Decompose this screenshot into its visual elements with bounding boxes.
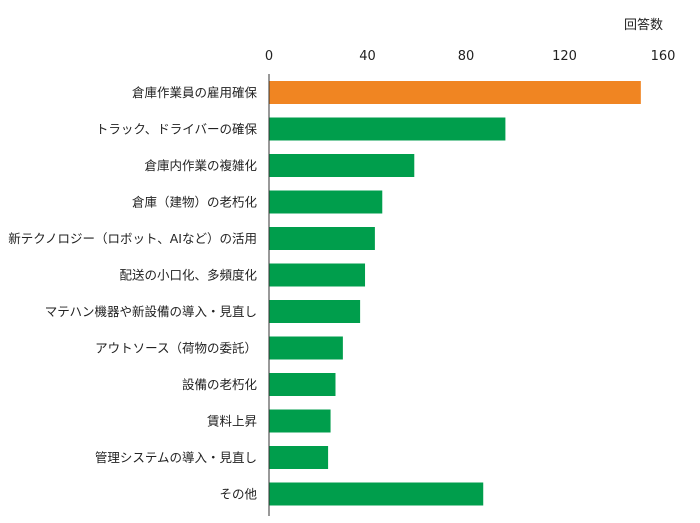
bar <box>269 336 343 360</box>
category-labels: 倉庫作業員の雇用確保トラック、ドライバーの確保倉庫内作業の複雑化倉庫（建物）の老… <box>8 85 257 502</box>
bar <box>269 482 484 506</box>
bars <box>269 81 641 506</box>
x-tick-label: 160 <box>651 49 676 64</box>
category-label: その他 <box>219 487 257 502</box>
category-label: 倉庫（建物）の老朽化 <box>132 195 258 210</box>
bar <box>269 263 366 287</box>
x-tick-label: 120 <box>552 49 577 64</box>
bar <box>269 227 375 250</box>
bar <box>269 409 331 433</box>
bar <box>269 373 336 396</box>
bar <box>269 446 329 469</box>
category-label: 賃料上昇 <box>207 414 257 429</box>
category-label: アウトソース（荷物の委託） <box>95 341 257 356</box>
bar <box>269 190 383 214</box>
unit-label: 回答数 <box>624 17 663 33</box>
bar <box>269 154 415 177</box>
bar <box>269 300 361 323</box>
category-label: マテハン機器や新設備の導入・見直し <box>45 304 257 319</box>
category-label: 配送の小口化、多頻度化 <box>119 268 257 283</box>
bar <box>269 81 641 104</box>
category-label: 倉庫内作業の複雑化 <box>144 158 257 173</box>
x-axis-ticks: 0 40 80 120 160 <box>265 49 676 64</box>
x-tick-label: 80 <box>458 49 475 64</box>
bar <box>269 117 506 141</box>
category-label: 設備の老朽化 <box>182 377 258 392</box>
category-label: 新テクノロジー（ロボット、AIなど）の活用 <box>8 231 257 246</box>
category-label: トラック、ドライバーの確保 <box>96 122 258 137</box>
category-label: 倉庫作業員の雇用確保 <box>132 85 258 100</box>
x-tick-label: 40 <box>359 49 376 64</box>
category-label: 管理システムの導入・見直し <box>95 450 257 465</box>
x-tick-label: 0 <box>265 49 273 64</box>
